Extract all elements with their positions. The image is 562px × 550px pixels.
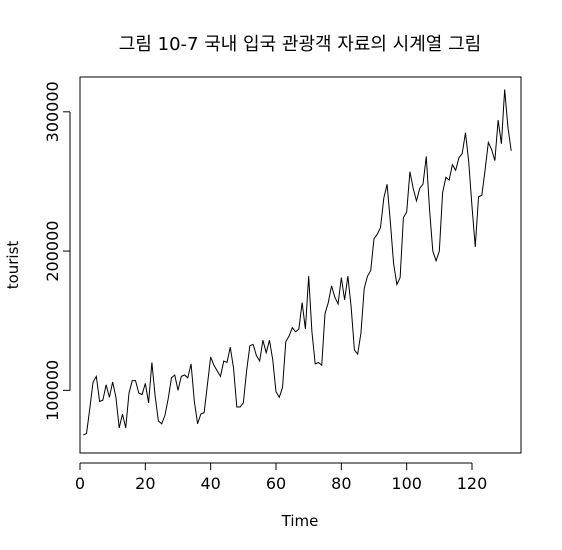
x-tick-label: 20 <box>135 474 155 493</box>
y-tick-label: 300000 <box>43 81 62 142</box>
x-tick-label: 100 <box>391 474 422 493</box>
plot-frame <box>79 76 522 454</box>
x-axis: 0 20 40 60 80 100 120 <box>75 462 488 493</box>
y-tick-label: 100000 <box>43 360 62 421</box>
x-tick-label: 40 <box>200 474 220 493</box>
x-tick-label: 80 <box>331 474 351 493</box>
y-axis: 100000 200000 300000 <box>43 81 71 421</box>
chart-title: 그림 10-7 국내 입국 관광객 자료의 시계열 그림 <box>119 34 481 55</box>
y-tick-label: 200000 <box>43 221 62 282</box>
y-axis-title: tourist <box>4 241 22 290</box>
series-line <box>83 89 512 436</box>
x-tick-label: 60 <box>266 474 286 493</box>
x-axis-title: Time <box>281 512 319 530</box>
x-tick-label: 0 <box>75 474 85 493</box>
data-points <box>83 90 511 435</box>
x-tick-label: 120 <box>457 474 488 493</box>
